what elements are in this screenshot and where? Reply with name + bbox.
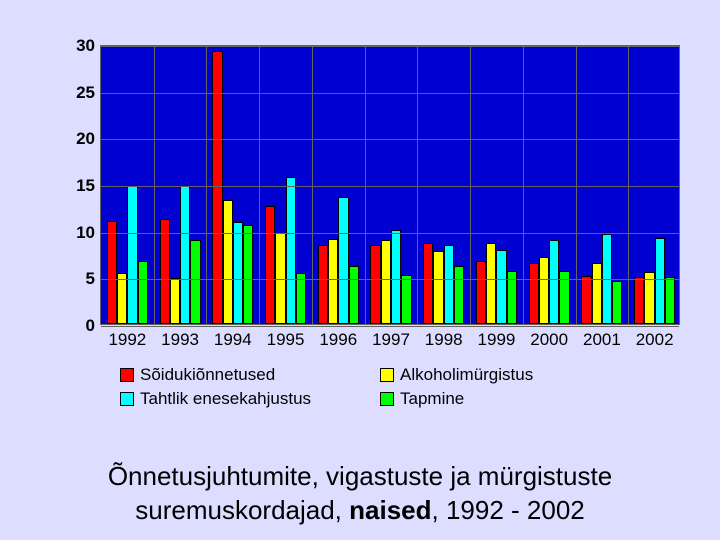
bars-layer <box>101 46 679 324</box>
legend-swatch <box>380 392 394 406</box>
bar <box>476 261 486 324</box>
bar <box>328 239 338 324</box>
caption-line2b: naised <box>349 495 431 525</box>
x-tick-label: 1996 <box>319 330 357 350</box>
legend-label: Tapmine <box>400 389 464 409</box>
x-tick-label: 1997 <box>372 330 410 350</box>
gridline-h <box>101 93 679 94</box>
bar <box>539 257 549 324</box>
legend: Sõidukiõnnetused Alkoholimürgistus Tahtlik… <box>120 365 660 413</box>
x-tick-label: 1993 <box>161 330 199 350</box>
bar <box>391 230 401 324</box>
gridline-v <box>312 46 313 324</box>
bar <box>190 240 200 324</box>
y-tick-label: 20 <box>76 129 95 149</box>
legend-swatch <box>120 392 134 406</box>
y-tick-label: 25 <box>76 83 95 103</box>
bar <box>381 240 391 324</box>
legend-label: Sõidukiõnnetused <box>140 365 275 385</box>
bar <box>349 266 359 324</box>
bar <box>286 177 296 324</box>
bar <box>423 243 433 324</box>
legend-item: Tahtlik enesekahjustus <box>120 389 380 409</box>
legend-row: Tahtlik enesekahjustus Tapmine <box>120 389 660 409</box>
legend-row: Sõidukiõnnetused Alkoholimürgistus <box>120 365 660 385</box>
legend-swatch <box>380 368 394 382</box>
legend-item: Alkoholimürgistus <box>380 365 640 385</box>
bar <box>454 266 464 324</box>
gridline-h <box>101 326 679 327</box>
bar <box>117 273 127 324</box>
caption-line2c: , 1992 - 2002 <box>432 495 585 525</box>
bar <box>655 238 665 324</box>
gridline-h <box>101 139 679 140</box>
gridline-v <box>576 46 577 324</box>
bar <box>592 263 602 324</box>
gridline-v <box>417 46 418 324</box>
x-tick-label: 1992 <box>108 330 146 350</box>
caption: Õnnetusjuhtumite, vigastuste ja mürgistu… <box>0 460 720 528</box>
y-tick-label: 10 <box>76 223 95 243</box>
bar <box>107 221 117 324</box>
x-tick-label: 2000 <box>530 330 568 350</box>
gridline-v <box>365 46 366 324</box>
gridline-v <box>206 46 207 324</box>
x-tick-label: 1999 <box>478 330 516 350</box>
x-tick-label: 1995 <box>267 330 305 350</box>
gridline-v <box>470 46 471 324</box>
bar <box>223 200 233 324</box>
bar <box>160 219 170 324</box>
bar <box>486 243 496 324</box>
plot-area: 0510152025301992199319941995199619971998… <box>100 45 680 325</box>
x-tick-label: 1994 <box>214 330 252 350</box>
bar <box>612 281 622 324</box>
legend-label: Alkoholimürgistus <box>400 365 533 385</box>
bar <box>265 206 275 324</box>
legend-item: Tapmine <box>380 389 640 409</box>
bar <box>296 273 306 324</box>
legend-item: Sõidukiõnnetused <box>120 365 380 385</box>
caption-line2a: suremuskordajad, <box>135 495 349 525</box>
bar <box>127 186 137 324</box>
bar <box>549 240 559 324</box>
bar <box>444 245 454 324</box>
gridline-v <box>154 46 155 324</box>
y-tick-label: 30 <box>76 36 95 56</box>
bar <box>275 233 285 324</box>
gridline-v <box>523 46 524 324</box>
gridline-v <box>628 46 629 324</box>
bar <box>529 263 539 324</box>
legend-label: Tahtlik enesekahjustus <box>140 389 311 409</box>
bar <box>634 277 644 324</box>
bar <box>180 186 190 324</box>
legend-swatch <box>120 368 134 382</box>
bar <box>581 276 591 324</box>
caption-line1: Õnnetusjuhtumite, vigastuste ja mürgistu… <box>108 461 612 491</box>
bar <box>496 250 506 324</box>
x-tick-label: 2002 <box>636 330 674 350</box>
bar <box>138 261 148 324</box>
gridline-h <box>101 233 679 234</box>
x-tick-label: 2001 <box>583 330 621 350</box>
gridline-v <box>259 46 260 324</box>
bar <box>401 275 411 324</box>
bar <box>170 278 180 324</box>
chart-container: Surmajuhtude arv 100000 naise kohta 0510… <box>20 25 700 435</box>
bar <box>665 277 675 324</box>
bar <box>370 245 380 324</box>
bar <box>338 197 348 324</box>
y-tick-label: 0 <box>86 316 95 336</box>
bar <box>243 225 253 324</box>
gridline-h <box>101 279 679 280</box>
bar <box>318 245 328 324</box>
y-tick-label: 5 <box>86 269 95 289</box>
y-tick-label: 15 <box>76 176 95 196</box>
x-tick-label: 1998 <box>425 330 463 350</box>
bar <box>433 251 443 324</box>
gridline-h <box>101 186 679 187</box>
bar <box>233 222 243 324</box>
gridline-h <box>101 46 679 47</box>
